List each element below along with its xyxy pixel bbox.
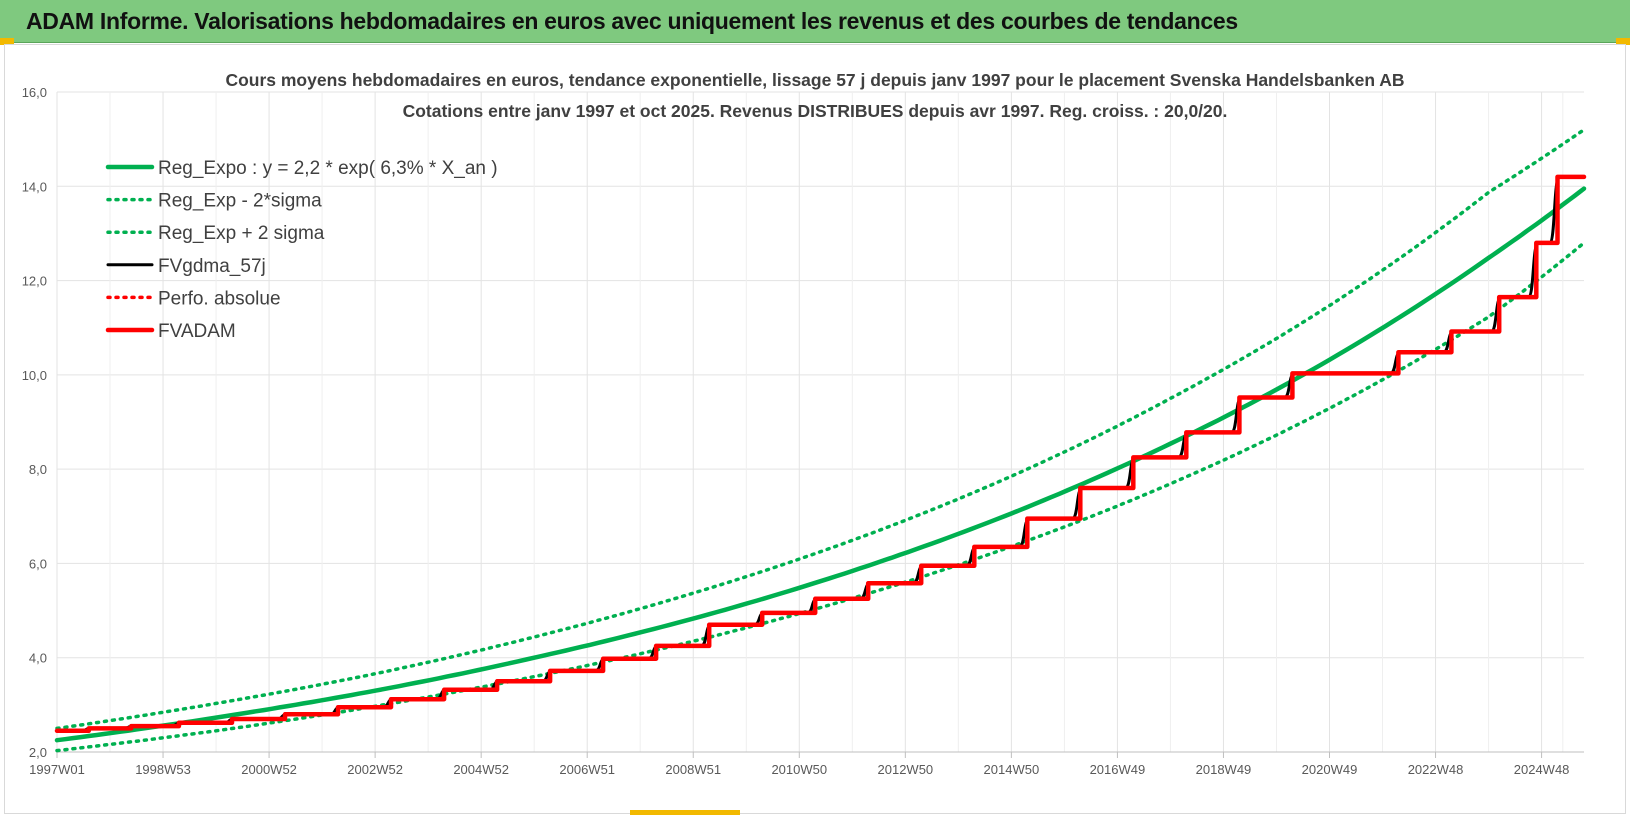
chart-title: Cours moyens hebdomadaires en euros, ten… — [225, 70, 1404, 90]
x-tick-label: 2004W52 — [453, 762, 509, 777]
legend-label: Perfo. absolue — [158, 288, 281, 309]
bottom-marker — [630, 810, 740, 815]
x-tick-label: 2024W48 — [1514, 762, 1570, 777]
chart-subtitle: Cotations entre janv 1997 et oct 2025. R… — [403, 101, 1228, 121]
legend-label: Reg_Exp + 2 sigma — [158, 223, 325, 244]
x-tick-label: 2010W50 — [771, 762, 827, 777]
x-tick-label: 2000W52 — [241, 762, 297, 777]
chart-area — [4, 44, 1626, 814]
x-tick-label: 2014W50 — [984, 762, 1040, 777]
y-tick-label: 14,0 — [22, 179, 47, 194]
y-tick-label: 10,0 — [22, 368, 47, 383]
series-line-3 — [55, 175, 1586, 733]
y-tick-label: 16,0 — [22, 85, 47, 100]
grid — [56, 91, 1584, 758]
series-line-5 — [54, 174, 1587, 734]
x-tick-label: 2002W52 — [347, 762, 403, 777]
y-tick-label: 2,0 — [29, 745, 47, 760]
y-tick-label: 8,0 — [29, 462, 47, 477]
legend-label: Reg_Expo : y = 2,2 * exp( 6,3% * X_an ) — [158, 158, 498, 179]
axis-ticks: 2,0 4,0 6,0 8,0 10,0 12,0 14,0 16,0 1997W01 1998W… — [22, 85, 1570, 777]
y-tick-label: 4,0 — [29, 651, 47, 666]
series-line-0 — [54, 186, 1587, 743]
series — [54, 127, 1587, 753]
header-bar: ADAM Informe. Valorisations hebdomadaire… — [0, 0, 1630, 43]
x-tick-label: 2020W49 — [1302, 762, 1358, 777]
x-tick-label: 2018W49 — [1196, 762, 1252, 777]
page-title: ADAM Informe. Valorisations hebdomadaire… — [26, 8, 1238, 34]
x-tick-label: 1997W01 — [29, 762, 85, 777]
corner-marker-right — [1616, 38, 1630, 45]
series-line-1 — [55, 241, 1586, 753]
legend-label: Reg_Exp - 2*sigma — [158, 191, 322, 212]
x-tick-label: 1998W53 — [135, 762, 191, 777]
y-tick-label: 12,0 — [22, 274, 47, 289]
x-tick-label: 2016W49 — [1090, 762, 1146, 777]
series-line-2 — [55, 127, 1586, 731]
legend-label: FVADAM — [158, 321, 236, 342]
y-tick-label: 6,0 — [29, 556, 47, 571]
legend-label: FVgdma_57j — [158, 256, 266, 277]
corner-marker-left — [0, 38, 14, 45]
x-tick-label: 2022W48 — [1408, 762, 1464, 777]
x-tick-label: 2006W51 — [559, 762, 615, 777]
legend: Reg_Expo : y = 2,2 * exp( 6,3% * X_an ) R… — [105, 158, 498, 342]
x-tick-label: 2008W51 — [665, 762, 721, 777]
x-tick-label: 2012W50 — [878, 762, 934, 777]
